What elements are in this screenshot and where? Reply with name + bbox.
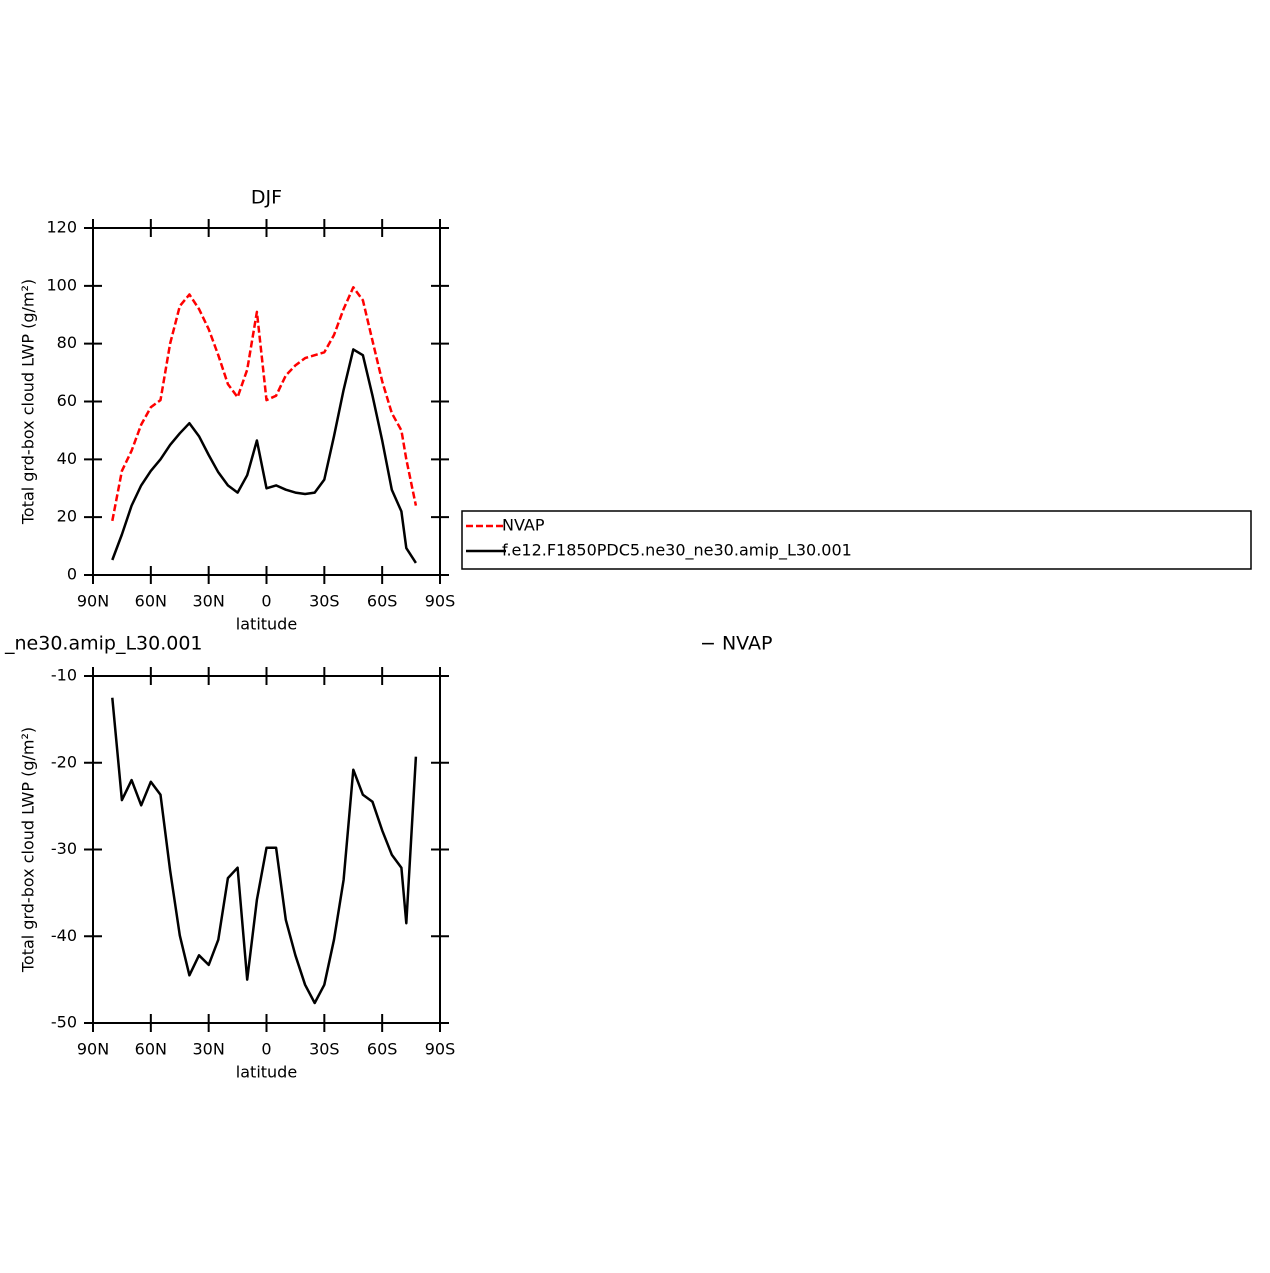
x-axis-label: latitude (236, 615, 297, 634)
y-axis-label: Total grd-box cloud LWP (g/m²) (19, 727, 38, 973)
data-line (111, 697, 418, 1005)
x-tick-label: 90N (77, 1040, 109, 1059)
y-tick-label: 40 (57, 449, 77, 468)
legend-box (461, 510, 1252, 570)
y-tick-label: -30 (51, 839, 77, 858)
x-tick-label: 90S (425, 1040, 456, 1059)
y-tick-label: 100 (46, 275, 77, 294)
x-axis-label: latitude (236, 1063, 297, 1082)
x-tick-label: 60N (135, 592, 167, 611)
x-tick-label: 0 (261, 1040, 271, 1059)
y-tick-label: 60 (57, 391, 77, 410)
y-tick-label: 0 (67, 565, 77, 584)
x-tick-label: 30S (309, 592, 340, 611)
x-tick-label: 90S (425, 592, 456, 611)
x-tick-label: 0 (261, 592, 271, 611)
y-tick-label: -50 (51, 1013, 77, 1032)
x-tick-label: 30N (193, 592, 225, 611)
y-tick-label: 20 (57, 507, 77, 526)
y-tick-label: -10 (51, 666, 77, 685)
data-line (111, 348, 417, 564)
chart-title: _ne30.amip_L30.001 (4, 633, 203, 655)
x-tick-label: 30N (193, 1040, 225, 1059)
legend-label: NVAP (502, 516, 545, 535)
x-tick-label: 90N (77, 592, 109, 611)
x-tick-label: 30S (309, 1040, 340, 1059)
annotation: − NVAP (700, 633, 772, 655)
legend-label: f.e12.F1850PDC5.ne30_ne30.amip_L30.001 (502, 541, 852, 561)
x-tick-label: 60N (135, 1040, 167, 1059)
x-tick-label: 60S (367, 1040, 398, 1059)
y-tick-label: 80 (57, 333, 77, 352)
chart-title: DJF (251, 187, 282, 209)
x-tick-label: 60S (367, 592, 398, 611)
y-axis-label: Total grd-box cloud LWP (g/m²) (19, 279, 38, 525)
y-tick-label: -20 (51, 752, 77, 771)
y-tick-label: 120 (46, 218, 77, 237)
y-tick-label: -40 (51, 926, 77, 945)
data-line (111, 286, 418, 522)
